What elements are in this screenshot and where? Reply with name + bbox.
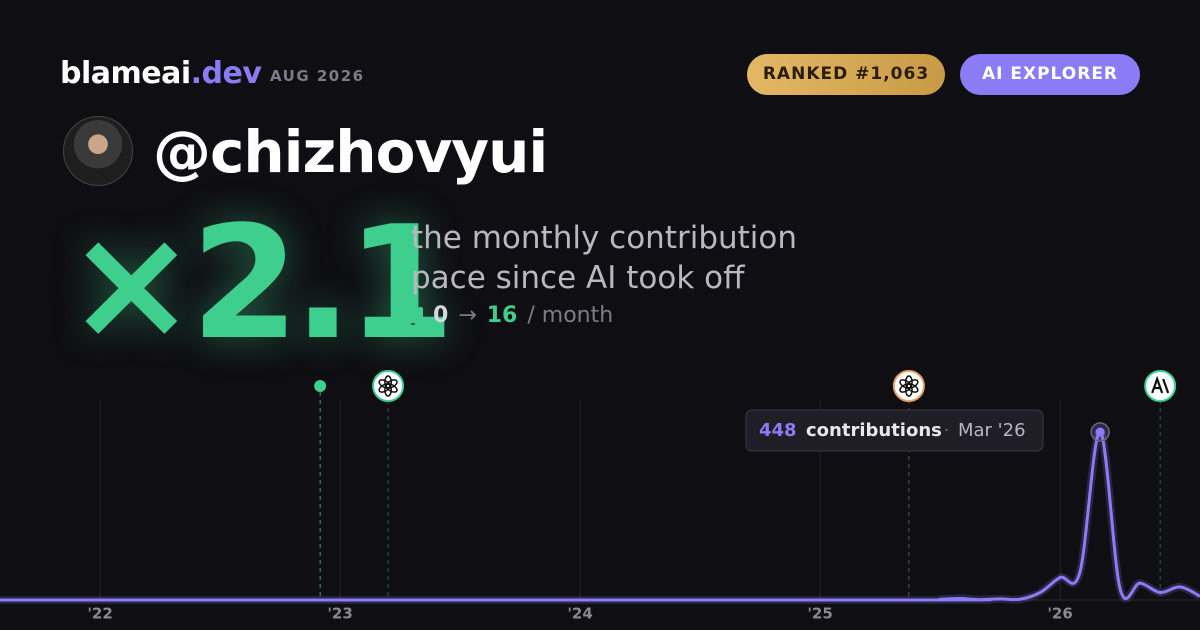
x-tick-label: '22 xyxy=(87,605,112,623)
date: AUG 2026 xyxy=(270,67,365,85)
event-icon xyxy=(372,370,405,402)
pace-unit: / month xyxy=(527,303,614,328)
brand-name: blameai xyxy=(60,56,191,91)
pace-arrow: → xyxy=(458,303,477,328)
tooltip: 448 contributions · Mar '26 xyxy=(745,409,1044,452)
tooltip-date: Mar '26 xyxy=(958,420,1026,441)
logo-petal xyxy=(899,379,912,389)
peak-point xyxy=(1095,427,1105,437)
username: @chizhovyui xyxy=(153,118,548,186)
event-dot xyxy=(314,380,327,392)
description-line: the monthly contribution xyxy=(411,220,798,256)
tooltip-box xyxy=(745,409,1044,452)
brand-tld: .dev xyxy=(190,56,262,91)
line-glow xyxy=(0,427,1200,605)
pace-from: 0 xyxy=(433,303,449,328)
event-icon xyxy=(892,370,925,402)
tooltip-value: 448 xyxy=(759,420,797,441)
explorer-badge: AI EXPLORER xyxy=(960,54,1140,95)
line xyxy=(0,430,1200,602)
x-tick-label: '24 xyxy=(567,605,592,623)
tooltip-sep: · xyxy=(944,421,949,440)
logo-petal xyxy=(378,379,391,389)
rank-badge: RANKED #1,063 xyxy=(747,54,945,95)
avatar xyxy=(63,116,133,186)
description: the monthly contribution pace since AI to… xyxy=(411,218,797,298)
logo-anthropic xyxy=(1151,375,1170,394)
pace-icon xyxy=(411,306,423,325)
pace: 0 → 16 / month xyxy=(411,303,613,328)
pace-to: 16 xyxy=(486,303,518,328)
description-line: pace since AI took off xyxy=(411,260,745,296)
brand: blameai.dev xyxy=(60,56,262,91)
x-tick-label: '23 xyxy=(327,605,352,623)
tooltip-label: contributions xyxy=(806,420,942,441)
x-tick-label: '25 xyxy=(807,605,832,623)
multiplier: ×2.1 xyxy=(66,192,455,374)
x-tick-label: '26 xyxy=(1047,605,1072,623)
